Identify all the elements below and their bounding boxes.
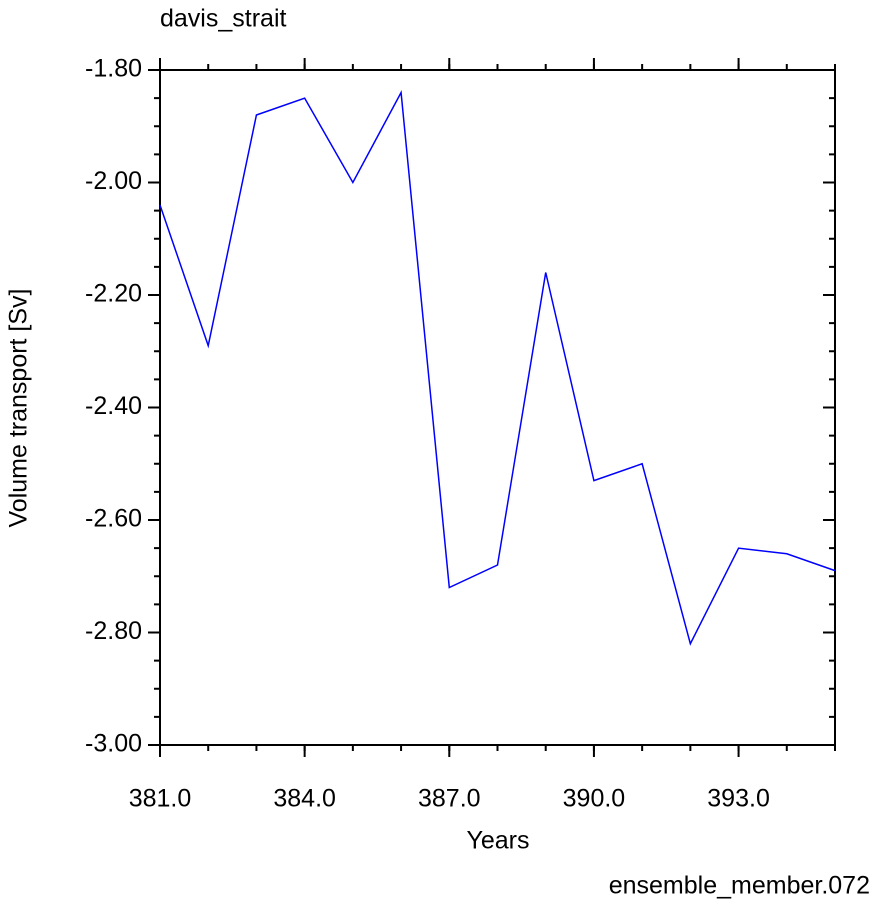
y-tick-label: -2.80	[85, 617, 142, 645]
y-tick-label: -2.60	[85, 505, 142, 533]
chart-title: davis_strait	[160, 5, 286, 33]
data-line	[159, 89, 836, 646]
y-tick-label: -3.00	[85, 730, 142, 758]
x-axis-label: Years	[466, 827, 529, 855]
x-tick-label: 384.0	[273, 785, 336, 813]
plot-frame	[159, 69, 836, 746]
x-tick-label: 381.0	[129, 785, 192, 813]
x-tick-label: 393.0	[707, 785, 770, 813]
y-tick-label: -2.20	[85, 280, 142, 308]
annotation: ensemble_member.072	[609, 872, 870, 900]
y-tick-label: -2.40	[85, 392, 142, 420]
y-axis-label: Volume transport [Sv]	[5, 288, 33, 527]
y-tick-label: -1.80	[85, 55, 142, 83]
y-tick-label: -2.00	[85, 167, 142, 195]
x-tick-label: 387.0	[418, 785, 481, 813]
x-tick-label: 390.0	[563, 785, 626, 813]
